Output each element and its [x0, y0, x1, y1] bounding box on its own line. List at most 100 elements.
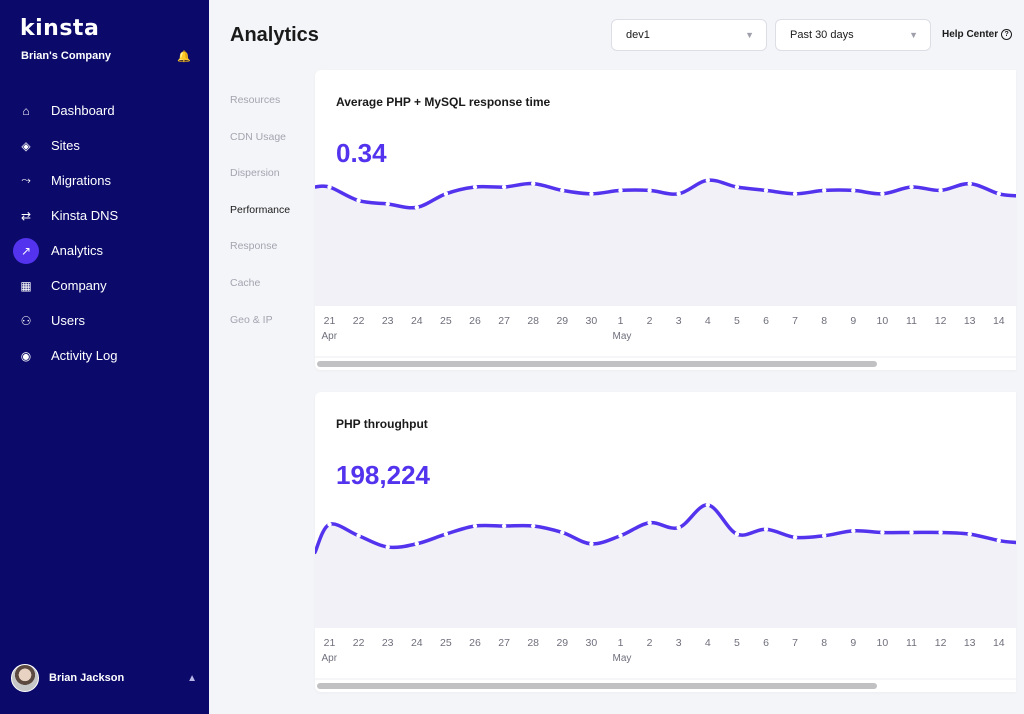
data-point[interactable] [996, 191, 1001, 196]
data-point[interactable] [967, 531, 972, 537]
data-point[interactable] [531, 523, 536, 529]
data-point[interactable] [472, 184, 478, 190]
chart-scrollbar[interactable] [317, 360, 1014, 368]
data-point[interactable] [705, 178, 710, 183]
subnav-item[interactable]: Performance [230, 203, 291, 216]
data-point[interactable] [880, 191, 885, 196]
data-point[interactable] [501, 184, 507, 190]
home-icon: ⌂ [22, 103, 30, 118]
data-point[interactable] [792, 191, 798, 196]
sidebar-item-analytics[interactable]: ↗ Analytics [0, 233, 209, 268]
avatar [11, 664, 39, 692]
x-tick-label: 11 [906, 315, 917, 327]
data-point[interactable] [763, 527, 769, 532]
data-point[interactable] [618, 533, 623, 538]
site-select-value: dev1 [626, 29, 650, 41]
x-tick-label: 7 [792, 315, 798, 327]
data-point[interactable] [560, 530, 565, 535]
user-name: Brian Jackson [49, 672, 125, 684]
data-point[interactable] [851, 528, 856, 534]
data-point[interactable] [472, 523, 478, 529]
x-tick-label: 21 [324, 637, 336, 649]
data-point[interactable] [589, 541, 594, 547]
data-point[interactable] [647, 188, 652, 193]
card-value: 198,224 [336, 460, 430, 490]
php-throughput-card: 21 22 23 24 25 26 27 28 29 30 1 2 3 4 5 6 7 8 9 10 11 12 13 14 A… [315, 392, 1016, 692]
x-tick-label: 28 [527, 315, 539, 327]
data-point[interactable] [647, 520, 652, 525]
data-point[interactable] [501, 523, 507, 529]
x-tick-label: 26 [469, 637, 481, 649]
data-point[interactable] [792, 535, 798, 540]
data-point[interactable] [822, 188, 827, 193]
subnav-item[interactable]: CDN Usage [230, 130, 287, 143]
subnav-item[interactable]: Dispersion [230, 167, 280, 180]
subnav-item[interactable]: Geo & IP [230, 313, 273, 326]
x-tick-label: 22 [353, 315, 365, 327]
user-menu[interactable]: Brian Jackson ▲ [11, 664, 201, 692]
data-point[interactable] [560, 188, 565, 193]
x-tick-label: 8 [821, 315, 827, 327]
data-point[interactable] [851, 188, 856, 193]
data-point[interactable] [938, 530, 943, 535]
data-point[interactable] [705, 502, 710, 508]
sidebar-item-migrations[interactable]: ⤳ Migrations [0, 163, 209, 198]
data-point[interactable] [356, 533, 361, 538]
date-range-select[interactable]: Past 30 days ▼ [775, 19, 931, 51]
data-point[interactable] [676, 191, 681, 196]
help-center-link[interactable]: Help Center ? [942, 29, 1013, 40]
data-point[interactable] [822, 533, 827, 538]
data-point[interactable] [356, 198, 361, 203]
data-point[interactable] [676, 525, 681, 530]
data-point[interactable] [443, 191, 449, 196]
chart-scrollbar[interactable] [317, 682, 1014, 690]
sidebar-item-sites[interactable]: ◈ Sites [0, 128, 209, 163]
x-tick-label: 5 [734, 315, 740, 327]
x-tick-label: 9 [850, 637, 856, 649]
sidebar-item-activity-log[interactable]: ◉ Activity Log [0, 338, 209, 373]
data-point[interactable] [618, 188, 623, 193]
data-point[interactable] [763, 188, 769, 193]
x-tick-label: 1 [618, 637, 624, 649]
data-point[interactable] [880, 530, 885, 535]
data-point[interactable] [996, 538, 1001, 543]
data-point[interactable] [734, 184, 740, 190]
data-point[interactable] [443, 531, 449, 537]
x-tick-label: 29 [556, 637, 568, 649]
data-point[interactable] [531, 181, 536, 186]
bell-icon[interactable]: 🔔 [177, 51, 191, 63]
sidebar-item-dashboard[interactable]: ⌂ Dashboard [0, 93, 209, 128]
site-select[interactable]: dev1 ▼ [611, 19, 767, 51]
subnav-item[interactable]: Cache [230, 276, 261, 289]
x-tick-label: 25 [440, 315, 452, 327]
data-point[interactable] [938, 188, 943, 193]
sidebar: kinsta Brian's Company 🔔 ⌂ Dashboard ◈ Site… [0, 0, 209, 714]
scrollbar-thumb[interactable] [317, 361, 877, 367]
data-point[interactable] [589, 191, 594, 196]
question-icon: ? [1001, 29, 1013, 40]
data-point[interactable] [734, 531, 740, 537]
x-tick-label: 25 [440, 637, 452, 649]
kinsta-logo[interactable]: kinsta [20, 16, 100, 41]
company-name[interactable]: Brian's Company [21, 50, 112, 62]
trend-icon: ↗ [13, 237, 39, 264]
scrollbar-thumb[interactable] [317, 683, 877, 689]
x-tick-label: 1 [618, 315, 624, 327]
data-point[interactable] [327, 522, 332, 527]
data-point[interactable] [385, 544, 390, 550]
subnav-item[interactable]: Resources [230, 94, 281, 106]
data-point[interactable] [414, 541, 419, 547]
data-point[interactable] [385, 201, 390, 207]
card-value: 0.34 [336, 138, 387, 168]
chevron-down-icon: ▼ [745, 30, 754, 40]
sidebar-item-company[interactable]: ▦ Company [0, 268, 209, 303]
x-tick-label: 22 [353, 637, 365, 649]
data-point[interactable] [909, 184, 914, 190]
sidebar-item-users[interactable]: ⚇ Users [0, 303, 209, 338]
data-point[interactable] [327, 184, 332, 190]
data-point[interactable] [967, 181, 972, 186]
data-point[interactable] [414, 205, 419, 210]
subnav-item[interactable]: Response [230, 240, 278, 253]
sidebar-item-kinsta-dns[interactable]: ⇄ Kinsta DNS [0, 198, 209, 233]
data-point[interactable] [909, 530, 914, 535]
